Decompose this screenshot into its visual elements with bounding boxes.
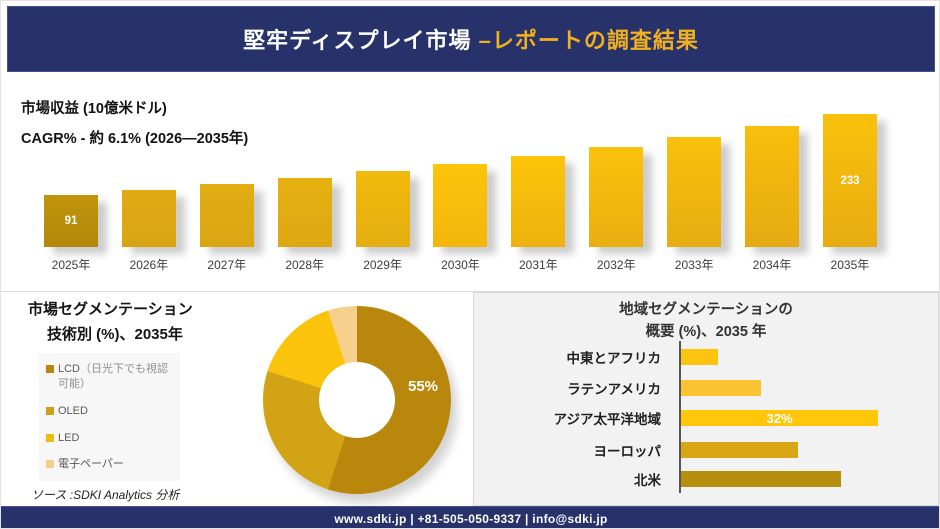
revenue-bar-area: 233 [822,105,877,247]
page-title-accent: –レポートの調査結果 [478,28,699,53]
region-label: ヨーロッパ [593,444,662,459]
legend-sublabel: （日光下でも視認可能） [58,363,169,390]
revenue-bar-area [121,105,176,247]
revenue-bar-area [745,105,800,247]
source-note: ソース :SDKI Analytics 分析 [31,488,180,502]
year-axis-label: 2034年 [752,258,792,272]
revenue-bar-column: 2031年 [511,105,566,273]
revenue-bar-area [511,105,566,247]
header-banner: 堅牢ディスプレイ市場 –レポートの調査結果 [7,6,935,72]
revenue-chart-title: 市場収益 (10億米ドル) [21,101,167,117]
revenue-bar [745,126,800,247]
regional-row: アジア太平洋地域 32% [474,408,938,428]
legend-swatch [46,460,54,469]
segmentation-title: 市場セグメンテーション [28,301,193,318]
legend-label: LED [58,431,80,444]
year-axis-label: 2027年 [207,258,247,272]
year-axis-label: 2029年 [363,258,402,272]
bar-value-label: 32% [766,410,793,426]
year-axis-label: 2031年 [518,258,558,272]
year-axis-label: 2028年 [285,258,325,272]
legend-item: LED [46,431,173,446]
regional-title: 地域セグメンテーションの 概要 (%)、2035 年 [474,300,938,344]
regional-bar: 32% [681,410,878,426]
revenue-bar-column: 91 2025年 [44,105,98,273]
revenue-bar [355,171,410,247]
revenue-cagr-label: CAGR% - 約 6.1% (2026―2035年) [21,131,249,147]
revenue-bar-chart: 91 2025年 2026年 2027年 2028年 2029年 2030年 2031年 203… [44,105,877,273]
revenue-bar-column: 2032年 [589,105,644,273]
legend-swatch [46,433,54,442]
footer-banner: www.sdki.jp | +81-505-050-9337 | info@sd… [1,506,939,528]
year-axis-label: 2025年 [51,258,91,272]
revenue-bar-area [199,105,254,247]
revenue-bar-area [277,105,332,247]
regional-axis-line [679,341,681,493]
footer-contact-text: www.sdki.jp | +81-505-050-9337 | info@sd… [334,511,608,526]
legend-label: 電子ペーパー [58,458,124,471]
revenue-bar: 91 [44,195,98,247]
revenue-bar-column: 2030年 [433,105,488,273]
segmentation-subtitle: 技術別 (%)、2035年 [47,326,183,343]
revenue-bar [277,178,332,247]
revenue-bar [121,190,176,247]
revenue-bar [433,164,488,247]
revenue-bar-column: 2027年 [199,105,254,273]
revenue-bar-column: 2029年 [355,105,410,273]
donut-share-label: 55% [407,378,439,395]
revenue-bar-column: 2034年 [745,105,800,273]
revenue-bar-column: 2028年 [277,105,332,273]
legend-label: OLED [58,404,88,417]
revenue-bar-column: 233 2035年 [822,105,877,273]
regional-row: 中東とアフリカ [474,347,938,367]
revenue-bar [511,156,566,247]
technology-legend: LCD（日光下でも視認可能） OLED LED 電子ペーパー [39,353,180,482]
legend-item: LCD（日光下でも視認可能） [46,362,173,392]
year-axis-label: 2026年 [129,258,169,272]
revenue-bar-column: 2026年 [121,105,176,273]
regional-bar [681,380,761,396]
legend-swatch [46,365,54,373]
revenue-bar: 233 [822,114,877,247]
bar-value-label: 233 [840,174,860,187]
regional-row: ラテンアメリカ [474,378,938,398]
legend-item: 電子ペーパー [46,457,173,472]
regional-bar [681,471,841,487]
legend-swatch [46,406,54,415]
page-title: 堅牢ディスプレイ市場 –レポートの調査結果 [243,23,699,55]
region-label: ラテンアメリカ [567,382,661,397]
section-divider [1,291,939,292]
revenue-bar [667,137,722,247]
regional-row: 北米 [474,469,938,489]
regional-title-line1: 地域セグメンテーションの [619,302,793,318]
bar-value-label: 91 [64,215,78,227]
technology-donut: 55% [263,306,451,494]
region-label: アジア太平洋地域 [553,412,661,427]
revenue-bar-area [433,105,488,247]
regional-panel: 地域セグメンテーションの 概要 (%)、2035 年 中東とアフリカ ラテンアメリ… [473,292,939,506]
year-axis-label: 2032年 [596,258,636,272]
revenue-bar-area [667,105,722,247]
legend-item: OLED [46,404,173,419]
revenue-bar-area [589,105,644,247]
regional-title-line2: 概要 (%)、2035 年 [645,323,767,340]
year-axis-label: 2033年 [674,258,714,272]
revenue-bar-column: 2033年 [667,105,722,273]
page-title-main: 堅牢ディスプレイ市場 [243,28,479,53]
year-axis-label: 2030年 [441,258,480,272]
legend-label: LCD（日光下でも視認可能） [58,363,169,390]
region-label: 北米 [634,473,661,488]
revenue-bar [199,184,254,247]
revenue-bar [589,147,644,247]
regional-bar [681,349,718,365]
revenue-bar-area [355,105,410,247]
year-axis-label: 2035年 [830,258,870,272]
regional-row: ヨーロッパ [474,440,938,460]
region-label: 中東とアフリカ [566,351,662,366]
revenue-bar-area: 91 [44,105,98,247]
regional-bar [681,442,798,458]
